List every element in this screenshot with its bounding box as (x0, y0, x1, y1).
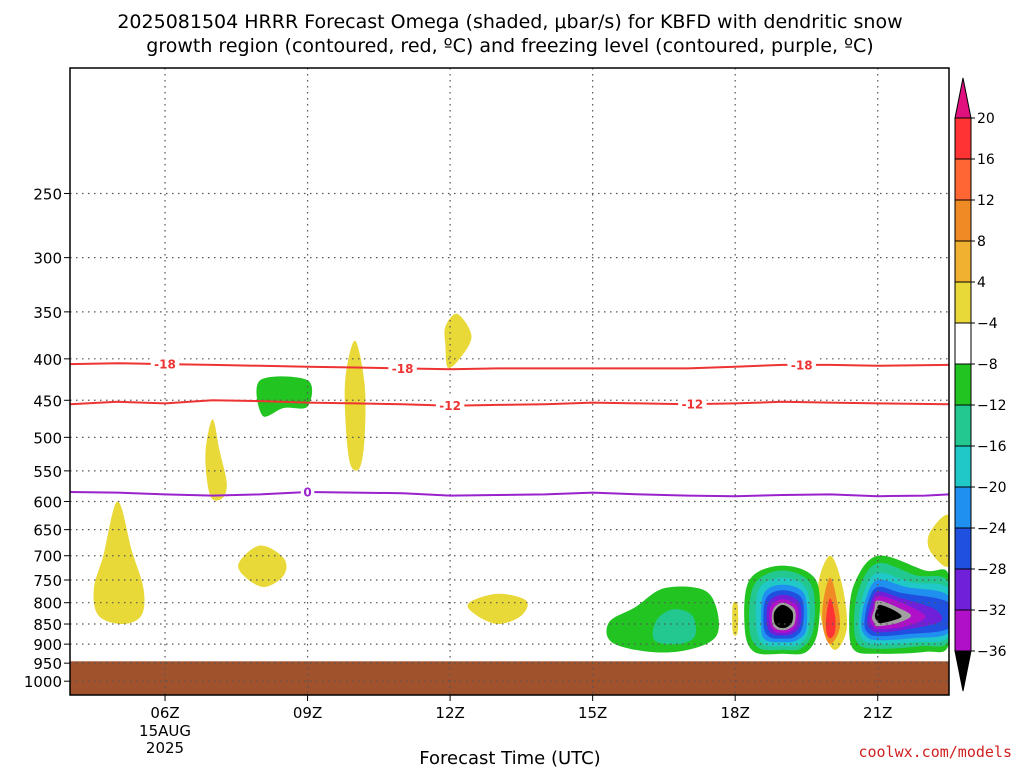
contour-line-0 (70, 490, 949, 498)
contour-label--12: -12 (682, 398, 704, 412)
pressure-axis: 250 300 350 400 450 500 550 600 650 700 750 800 850 9… (24, 185, 70, 691)
colorbar-segment (954, 609, 972, 652)
y-tick-label: 400 (33, 351, 62, 369)
colorbar-segment (954, 527, 972, 570)
y-tick-label: 1000 (24, 673, 62, 691)
omega-region-3 (93, 501, 145, 624)
colorbar-top-arrow (954, 77, 972, 119)
omega-region-1 (444, 313, 472, 369)
x-tick-label: 15Z (578, 704, 607, 722)
contour-label--18: -18 (791, 358, 813, 372)
y-tick-label: 650 (33, 522, 62, 540)
x-tick-label: 21Z (863, 704, 892, 722)
contour-label-bg (388, 360, 417, 377)
y-tick-label: 500 (33, 429, 62, 447)
y-tick-label: 700 (33, 548, 62, 566)
x-tick-label: 09Z (293, 704, 322, 722)
colorbar-segment (954, 322, 972, 365)
omega-region-7 (927, 514, 949, 567)
credit-text: coolwx.com/models (858, 743, 1012, 761)
grid-lines (70, 68, 949, 695)
y-tick-label: 550 (33, 463, 62, 481)
y-tick-label: 250 (33, 185, 62, 203)
contour-label--12: -12 (439, 399, 461, 413)
contour-layer: -18 -18 -18 -12 -12 0 (70, 356, 949, 500)
contour-label--18: -18 (392, 362, 414, 376)
colorbar-label: −20 (977, 480, 1007, 496)
colorbar-bottom-arrow (954, 650, 972, 692)
x-tick-label: 06Z (150, 704, 179, 722)
omega-region-5 (467, 593, 528, 625)
contour-line--18 (70, 362, 949, 371)
y-tick-label: 450 (33, 392, 62, 410)
omega-region-0 (344, 340, 366, 471)
y-tick-label: 800 (33, 595, 62, 613)
omega-region-13 (652, 609, 697, 645)
x-axis-label: Forecast Time (UTC) (419, 748, 600, 768)
contour-label-bg (435, 397, 465, 414)
omega-shading-layer (93, 313, 949, 655)
x-tick-label: 18Z (721, 704, 750, 722)
y-tick-label: 900 (33, 636, 62, 654)
contour-label-bg (787, 356, 816, 373)
colorbar-label: −32 (977, 603, 1007, 619)
y-tick-label: 850 (33, 616, 62, 634)
omega-region-6 (732, 601, 739, 636)
colorbar-label: −12 (977, 398, 1007, 414)
colorbar-segment (954, 240, 972, 283)
colorbar-segment (954, 486, 972, 529)
y-tick-label: 300 (33, 250, 62, 268)
y-tick-label: 750 (33, 572, 62, 590)
omega-region-4 (238, 545, 287, 588)
colorbar-label: 12 (977, 193, 995, 209)
omega-region-22 (773, 604, 794, 629)
colorbar-segment (954, 363, 972, 406)
colorbar-segment (954, 404, 972, 447)
omega-region-10 (825, 598, 836, 639)
chart-title-line1: 2025081504 HRRR Forecast Omega (shaded, … (117, 11, 902, 33)
x-tick-year: 2025 (146, 739, 184, 757)
colorbar-label: −8 (977, 357, 998, 373)
colorbar-label: −36 (977, 644, 1007, 660)
colorbar-label: −28 (977, 562, 1007, 578)
colorbar-label: 4 (977, 275, 986, 291)
omega-region-11 (256, 376, 313, 417)
omega-region-31 (874, 604, 902, 624)
y-tick-label: 950 (33, 655, 62, 673)
omega-colorbar: 20 16 12 8 4 −4 −8 −12 −16 −20 −24 −28 −32 −36 (954, 77, 1007, 692)
ground-below-surface (70, 661, 949, 695)
colorbar-label: 16 (977, 152, 995, 168)
colorbar-label: 20 (977, 111, 995, 127)
colorbar-segment (954, 568, 972, 611)
x-tick-label: 12Z (435, 704, 464, 722)
chart-title-line2: growth region (contoured, red, ºC) and f… (146, 35, 873, 57)
plot-frame (69, 67, 950, 696)
contour-label--18: -18 (154, 358, 176, 372)
colorbar-segment (954, 158, 972, 201)
colorbar-segment (954, 445, 972, 488)
colorbar-segment (954, 199, 972, 242)
colorbar-label: −4 (977, 316, 998, 332)
y-tick-label: 350 (33, 304, 62, 322)
contour-label-0: 0 (303, 485, 311, 499)
omega-region-2 (205, 419, 227, 501)
contour-line--12 (70, 399, 949, 407)
colorbar-label: −24 (977, 521, 1007, 537)
colorbar-label: 8 (977, 234, 986, 250)
x-tick-date: 15AUG (139, 722, 191, 740)
contour-label-bg (150, 356, 180, 373)
contour-label-bg (678, 396, 707, 413)
contour-label-bg (300, 483, 315, 500)
colorbar-segment (954, 117, 972, 160)
colorbar-label: −16 (977, 439, 1007, 455)
y-tick-label: 600 (33, 493, 62, 511)
colorbar-segment (954, 281, 972, 324)
